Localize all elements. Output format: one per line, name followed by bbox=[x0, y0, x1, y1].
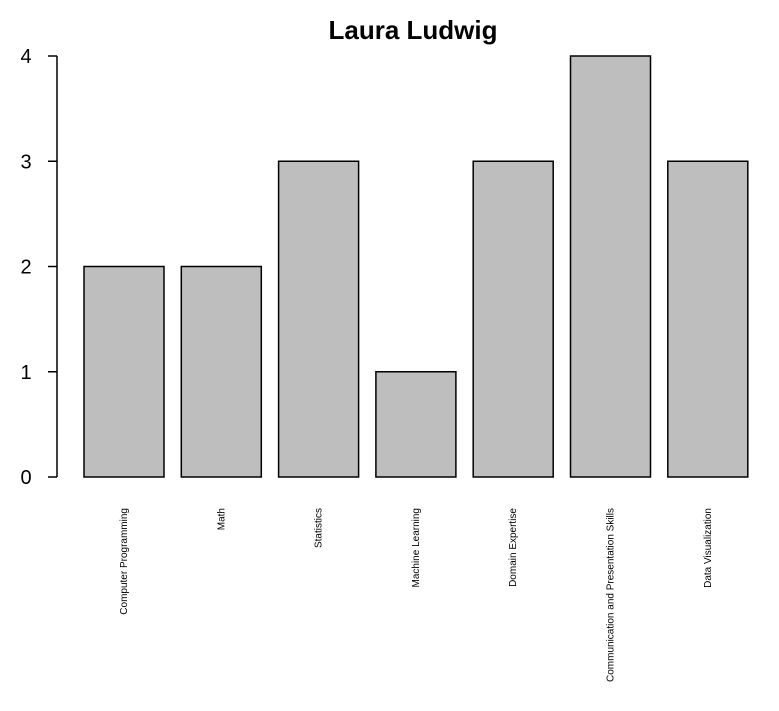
bar bbox=[180, 265, 263, 478]
y-tick-label: 1 bbox=[20, 362, 31, 384]
y-tick-label: 2 bbox=[20, 257, 31, 279]
x-tick-label: Communication and Presentation Skills bbox=[606, 508, 617, 682]
y-axis: 0 1 2 3 4 bbox=[20, 46, 58, 489]
y-tick-label: 4 bbox=[20, 46, 31, 68]
bar bbox=[83, 265, 165, 478]
bar bbox=[667, 160, 749, 478]
bars bbox=[83, 55, 749, 478]
bar bbox=[472, 160, 554, 478]
x-tick-label: Statistics bbox=[314, 508, 325, 548]
x-tick-label: Computer Programming bbox=[119, 508, 130, 615]
x-tick-label: Machine Learning bbox=[411, 508, 422, 588]
y-tick-label: 0 bbox=[20, 467, 31, 489]
chart-title: Laura Ludwig bbox=[329, 15, 498, 45]
bar bbox=[277, 160, 360, 478]
x-tick-label: Math bbox=[216, 508, 227, 530]
bar bbox=[569, 55, 652, 478]
x-tick-label: Data Visualization bbox=[703, 508, 714, 588]
x-tick-label: Domain Expertise bbox=[508, 508, 519, 587]
x-axis-labels: Computer Programming Math Statistics Machin… bbox=[119, 508, 714, 682]
bar bbox=[375, 371, 457, 478]
y-tick-label: 3 bbox=[20, 151, 31, 173]
